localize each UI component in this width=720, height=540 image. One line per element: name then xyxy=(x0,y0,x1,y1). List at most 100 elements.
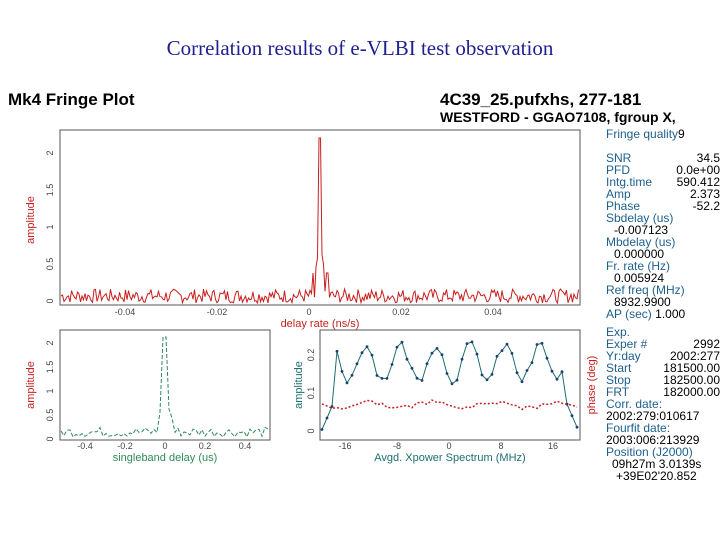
xpower-amplitude-trace xyxy=(321,341,578,430)
slide-title: Correlation results of e-VLBI test obser… xyxy=(166,36,554,60)
info-value: 2002:277 xyxy=(669,349,720,363)
y-tick-label: 1.5 xyxy=(45,184,55,197)
delay-rate-panel: amplitude 21.510.50 -0.04 -0.02 0 0.02 0.04 … xyxy=(25,129,581,330)
singleband-trace xyxy=(60,336,269,438)
amplitude-point xyxy=(395,345,399,349)
amplitude-point xyxy=(485,378,489,382)
x-tick-label: -0.04 xyxy=(115,307,136,317)
amplitude-point xyxy=(475,352,479,356)
info-row: Stop 182500.00 xyxy=(606,374,720,386)
stat-row: Phase -52.2 xyxy=(606,200,720,212)
amplitude-point xyxy=(335,349,339,353)
info-row: Yr:day 2002:277 xyxy=(606,350,720,362)
fringe-quality-label: Fringe quality xyxy=(606,127,679,141)
plot-source: 4C39_25.pufxhs, 277-181 xyxy=(440,90,642,109)
x-tick-label: 16 xyxy=(548,441,558,451)
amplitude-point xyxy=(360,351,364,355)
stat-label: PFD xyxy=(606,163,630,177)
amplitude-point xyxy=(425,362,429,366)
info-row: Start 181500.00 xyxy=(606,362,720,374)
delay-rate-xlabel: delay rate (ns/s) xyxy=(281,318,360,330)
amplitude-point xyxy=(495,354,499,358)
amplitude-point xyxy=(370,353,374,357)
frrate-label: Fr. rate (Hz) xyxy=(606,259,671,273)
ap-value: 1.000 xyxy=(655,307,686,321)
ap-label: AP (sec) xyxy=(606,307,652,321)
stat-value: 2.373 xyxy=(689,187,720,201)
xpower-ylabel: amplitude xyxy=(293,361,305,409)
amplitude-point xyxy=(405,357,409,361)
info-label: Stop xyxy=(606,373,631,387)
singleband-delay-panel: amplitude 2 1.5 1 0.5 0 -0.4 -0.2 0 0.2 0.4 sing… xyxy=(25,329,271,464)
amplitude-point xyxy=(435,347,439,350)
amplitude-point xyxy=(530,361,534,364)
fringe-quality-value: 9 xyxy=(678,127,685,141)
amplitude-point xyxy=(375,374,379,377)
xpower-amplitude-points xyxy=(320,340,579,431)
info-value: 182500.00 xyxy=(663,373,720,387)
position-ra: 09h27m 3.0139s xyxy=(612,457,702,471)
amplitude-point xyxy=(510,352,514,355)
x-tick-label: -0.2 xyxy=(117,441,133,451)
singleband-frame xyxy=(59,329,271,441)
amplitude-point xyxy=(350,373,354,377)
position-label: Position (J2000) xyxy=(606,445,693,459)
reffreq-label: Ref freq (MHz) xyxy=(606,283,685,297)
amplitude-point xyxy=(575,425,579,429)
amplitude-point xyxy=(550,369,554,373)
x-tick-label: 0.2 xyxy=(199,441,212,451)
x-tick-label: 0.02 xyxy=(392,307,410,317)
singleband-ylabel: amplitude xyxy=(25,361,37,409)
amplitude-point xyxy=(430,351,434,355)
y-tick-label: 0.1 xyxy=(306,387,316,400)
info-value: 182000.00 xyxy=(663,385,720,399)
sbdelay-value: -0.007123 xyxy=(614,223,669,237)
amplitude-point xyxy=(415,376,419,380)
delay-rate-trace xyxy=(60,137,579,305)
info-row: FRT 182000.00 xyxy=(606,386,720,398)
sbdelay-label: Sbdelay (us) xyxy=(606,211,674,225)
fourfit-date-label: Fourfit date: xyxy=(606,421,671,435)
exp-label: Exp. xyxy=(606,325,631,339)
stat-label: Amp xyxy=(606,187,631,201)
info-row: Exper # 2992 xyxy=(606,338,720,350)
plot-baseline: WESTFORD - GGAO7108, fgroup X, xyxy=(440,109,676,125)
amplitude-point xyxy=(540,341,544,345)
amplitude-point xyxy=(460,357,464,361)
x-tick-label: 0.4 xyxy=(239,441,252,451)
amplitude-point xyxy=(500,349,504,352)
amplitude-point xyxy=(560,370,564,374)
singleband-yticks: 2 1.5 1 0.5 0 xyxy=(45,340,55,441)
delay-rate-yticks: 2 1.5 1 0.5 0 xyxy=(45,150,55,303)
stat-row: Intg.time 590.412 xyxy=(606,176,720,188)
y-tick-label: 1 xyxy=(45,224,55,229)
amplitude-point xyxy=(525,369,529,372)
xpower-yticks: 0.2 0.1 0 xyxy=(306,349,316,434)
amplitude-point xyxy=(535,343,539,346)
amplitude-point xyxy=(470,340,474,344)
y-tick-label: 2 xyxy=(45,150,55,155)
stat-row: Amp 2.373 xyxy=(606,188,720,200)
position-dec: +39E02'20.852 xyxy=(616,469,697,483)
x-tick-label: 0 xyxy=(162,441,167,451)
stat-row: PFD 0.0e+00 xyxy=(606,164,720,176)
mbdelay-value: 0.000000 xyxy=(614,247,665,261)
ap-row: AP (sec) 1.000 xyxy=(606,308,685,320)
amplitude-point xyxy=(390,363,394,366)
singleband-xlabel: singleband delay (us) xyxy=(113,452,218,464)
stat-label: SNR xyxy=(606,151,632,165)
amplitude-point xyxy=(465,342,469,345)
delay-rate-xticks: -0.04 -0.02 0 0.02 0.04 xyxy=(115,307,502,317)
delay-rate-ylabel: amplitude xyxy=(25,196,37,244)
x-tick-label: -16 xyxy=(338,441,351,451)
amplitude-point xyxy=(420,379,424,382)
corr-date-value: 2002:279:010617 xyxy=(606,409,700,423)
amplitude-point xyxy=(320,428,324,431)
fringe-info-panel: Fringe quality9 SNR 34.5 PFD 0.0e+00 Intg.ti… xyxy=(606,128,720,540)
info-value: 2992 xyxy=(693,337,720,351)
y-tick-label: 0 xyxy=(45,436,55,441)
amplitude-point xyxy=(480,373,484,377)
amplitude-point xyxy=(365,345,369,349)
amplitude-point xyxy=(455,378,459,382)
amplitude-point xyxy=(570,414,574,418)
